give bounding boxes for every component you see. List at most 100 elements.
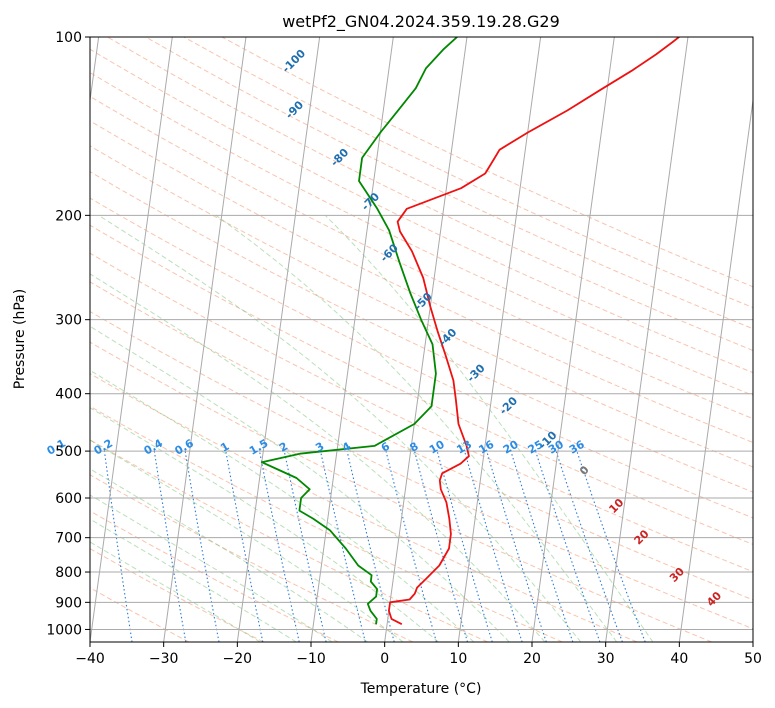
gray-line-label: 0 [577,463,592,478]
y-axis-label: Pressure (hPa) [12,289,28,389]
mixing-ratio-line [385,450,437,642]
isotherm [752,638,753,642]
y-tick-label: 400 [55,387,82,403]
dry-adiabat [90,197,753,519]
dry-adiabat [90,252,753,573]
x-tick-label: 50 [744,651,762,667]
mixing-ratio-line [486,450,547,642]
mixing-ratio-label: 20 [501,438,521,457]
x-tick-label: −40 [75,651,105,667]
blue-line-label: -100 [280,47,309,76]
x-tick-label: 30 [597,651,615,667]
x-tick-label: 20 [523,651,541,667]
mixing-ratio-line [283,450,327,642]
moist-adiabat [215,214,618,642]
y-tick-label: 700 [55,531,82,547]
mixing-ratio-label: 0.4 [142,436,166,457]
red-line-label: 20 [632,527,652,547]
dry-adiabat [90,405,563,642]
plot-frame [89,36,754,643]
mixing-ratio-label: 1.5 [247,437,270,458]
blue-line-label: -20 [497,394,520,417]
mixing-ratio-line [464,450,523,642]
moist-adiabat [90,325,510,642]
dry-adiabat [90,145,753,468]
dry-adiabat [90,71,753,396]
y-tick-label: 900 [55,595,82,611]
mixing-ratio-label: 1 [218,440,231,455]
mixing-ratio-label: 10 [427,438,447,457]
mixing-ratio-label: 0.2 [92,437,115,458]
line-annotations: 0.1 0.2 0.4 0.6 1 1.5 2 3 4 6 8 10 13 16 20 25 30 36-100-… [45,47,725,610]
dry-adiabat [90,48,753,374]
plot-area [90,37,753,642]
moist-adiabat [90,541,261,642]
mixing-ratio-label: 16 [477,438,497,457]
dry-adiabat [183,37,753,309]
y-tick-label: 200 [55,208,82,224]
mixing-ratio-line [319,450,366,642]
x-tick-label: 0 [380,651,389,667]
dry-adiabat [90,281,753,601]
chart-title: wetPf2_GN04.2024.359.19.28.G29 [282,12,560,32]
red-line-label: 40 [704,589,724,609]
isotherm [605,37,689,642]
y-tick-label: 100 [55,30,82,46]
mixing-ratio-label: 6 [379,439,392,454]
axis-ticks: −40 −30 −20 −10 0 10 20 30 40 5010009008007006005… [46,30,762,667]
dry-adiabat [90,171,753,493]
moist-adiabat [98,214,582,642]
red-line-label: 30 [667,565,687,585]
mixing-ratio-label: 13 [454,438,474,457]
y-tick-label: 500 [55,444,82,460]
x-tick-label: 40 [670,651,688,667]
isotherm [90,37,100,105]
moist-adiabat [90,273,546,642]
mixing-ratio-label: 4 [340,439,353,454]
mixing-ratio-line [184,451,220,642]
dry-adiabat [90,120,753,444]
isotherm [310,37,394,642]
x-axis-label: Temperature (°C) [360,681,482,697]
mixing-ratio-line [576,450,646,642]
y-tick-label: 800 [55,565,82,581]
dry-adiabat [90,439,488,642]
isotherm [236,37,321,642]
dry-adiabat [90,224,753,545]
moist-adiabat [90,494,333,642]
mixing-ratio-line [413,450,469,642]
dry-adiabat [90,548,264,642]
y-tick-label: 600 [55,491,82,507]
x-tick-label: −10 [296,651,326,667]
isotherm [531,37,615,642]
dry-adiabat [90,341,712,642]
mixing-ratio-line [510,450,574,642]
y-tick-label: 1000 [46,622,82,638]
temperature-profile [388,37,681,626]
mixing-ratio-line [555,450,623,642]
mixing-ratio-line [535,450,601,642]
dry-adiabat [90,510,339,642]
mixing-ratio-label: 8 [408,440,421,455]
mixing-ratio-line [436,450,493,642]
mixing-ratio-label: 36 [567,438,587,457]
x-tick-label: −30 [149,651,179,667]
y-tick-label: 300 [55,313,82,329]
moist-adiabat [90,369,475,642]
dry-adiabat [90,95,753,420]
blue-line-label: -30 [464,361,487,384]
dry-adiabat [90,373,638,642]
x-tick-label: 10 [449,651,467,667]
isotherm [384,37,468,642]
dry-adiabat [145,37,753,330]
mixing-ratio-label: 0.6 [173,436,197,457]
mixing-ratio-line [153,451,187,642]
isotherm [457,37,542,642]
mixing-ratio-line [258,450,300,642]
moist-adiabat [324,214,654,642]
mixing-ratio-line [225,451,264,642]
x-tick-label: −20 [223,651,253,667]
blue-line-label: -80 [328,146,351,169]
isotherm [90,37,173,642]
